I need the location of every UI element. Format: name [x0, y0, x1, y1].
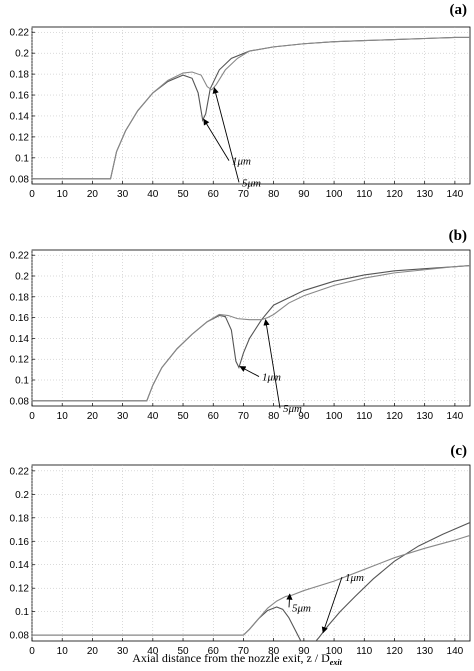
y-tick-label: 0.22: [10, 466, 30, 477]
x-tick-label: 40: [147, 189, 159, 200]
x-tick-label: 100: [326, 646, 343, 657]
x-tick-label: 60: [208, 411, 220, 422]
annotation-label: 1μm: [262, 372, 281, 384]
x-tick-label: 80: [268, 646, 280, 657]
x-tick-label: 20: [87, 646, 99, 657]
x-tick-label: 50: [177, 646, 189, 657]
x-tick-label: 10: [57, 411, 69, 422]
y-tick-label: 0.12: [10, 355, 30, 366]
x-tick-label: 0: [29, 189, 35, 200]
y-tick-label: 0.14: [10, 560, 30, 571]
x-tick-label: 10: [57, 189, 69, 200]
x-tick-label: 40: [147, 411, 159, 422]
x-axis-label: Axial distance from the nozzle exit, z /…: [132, 651, 342, 667]
x-tick-label: 80: [268, 411, 280, 422]
x-tick-label: 110: [356, 411, 372, 422]
x-tick-label: 130: [416, 646, 433, 657]
y-tick-label: 0.1: [15, 376, 29, 387]
series-line-5um: [32, 36, 470, 180]
x-tick-label: 50: [177, 411, 189, 422]
x-tick-label: 90: [298, 189, 310, 200]
y-tick-label: 0.18: [10, 513, 30, 524]
y-tick-label: 0.12: [10, 584, 30, 595]
chart-panel-3: 0 10 20 30 40 50 60 70 80 90 100 110 120 130 140 0.08 0.…: [10, 443, 471, 667]
x-tick-label: 40: [147, 646, 159, 657]
y-tick-label: 0.16: [10, 313, 30, 324]
y-tick-label: 0.08: [10, 631, 30, 642]
x-tick-label: 110: [356, 646, 372, 657]
y-tick-label: 0.12: [10, 132, 30, 143]
x-tick-label: 20: [87, 411, 99, 422]
x-tick-label: 130: [416, 411, 433, 422]
x-tick-label: 120: [386, 646, 403, 657]
x-tick-label: 80: [268, 189, 280, 200]
y-tick-label: 0.22: [10, 251, 30, 262]
x-tick-label: 60: [208, 646, 220, 657]
y-tick-label: 0.2: [15, 490, 29, 501]
annotation-label: 5μm: [242, 177, 261, 189]
annotation-label: 1μm: [345, 572, 364, 584]
x-tick-label: 60: [208, 189, 220, 200]
y-tick-label: 0.22: [10, 28, 30, 39]
plot-frame: [31, 249, 471, 407]
x-tick-label: 140: [447, 189, 464, 200]
y-tick-label: 0.14: [10, 334, 30, 345]
y-tick-label: 0.18: [10, 70, 30, 81]
x-tick-label: 0: [29, 646, 35, 657]
x-tick-label: 110: [356, 189, 372, 200]
annotation-arrow: [212, 87, 240, 183]
panel-label: (b): [449, 228, 467, 244]
x-tick-label: 140: [447, 411, 464, 422]
y-tick-label: 0.16: [10, 91, 30, 102]
panel-label: (c): [450, 443, 467, 459]
x-tick-label: 90: [298, 411, 310, 422]
x-tick-label: 100: [326, 411, 343, 422]
annotation-arrow: [321, 576, 343, 634]
x-tick-label: 70: [238, 411, 250, 422]
y-tick-label: 0.1: [15, 153, 29, 164]
y-tick-label: 0.2: [15, 49, 29, 60]
x-tick-label: 140: [447, 646, 464, 657]
y-tick-label: 0.1: [15, 607, 29, 618]
chart-panel-2: 0 10 20 30 40 50 60 70 80 90 100 110 120 130 140 0.08 0.…: [10, 228, 471, 422]
x-tick-label: 120: [386, 411, 403, 422]
y-tick-label: 0.2: [15, 272, 29, 283]
y-tick-label: 0.08: [10, 396, 30, 407]
x-axis-label-subscript: exit: [330, 658, 343, 667]
annotation-label: 5μm: [292, 602, 311, 614]
x-tick-label: 30: [117, 189, 129, 200]
x-tick-label: 30: [117, 411, 129, 422]
panel-label: (a): [450, 2, 468, 18]
x-tick-label: 50: [177, 189, 189, 200]
annotation-arrow: [263, 319, 281, 409]
annotation-arrow: [286, 593, 293, 608]
y-tick-label: 0.18: [10, 292, 30, 303]
y-tick-label: 0.16: [10, 537, 30, 548]
x-tick-label: 90: [298, 646, 310, 657]
annotation-arrow: [239, 366, 260, 377]
y-tick-label: 0.08: [10, 174, 30, 185]
y-tick-label: 0.14: [10, 111, 30, 122]
x-tick-label: 30: [117, 646, 129, 657]
annotation-arrow: [203, 118, 230, 161]
x-tick-label: 20: [87, 189, 99, 200]
plot-frame: [31, 464, 471, 642]
annotation-label: 5μm: [283, 403, 302, 415]
x-tick-label: 100: [326, 189, 343, 200]
x-tick-label: 0: [29, 411, 35, 422]
x-tick-label: 130: [416, 189, 433, 200]
x-tick-label: 70: [238, 646, 250, 657]
x-tick-label: 10: [57, 646, 69, 657]
series-line-5um: [32, 265, 470, 402]
x-tick-label: 70: [238, 189, 250, 200]
annotation-label: 1μm: [232, 156, 251, 168]
x-tick-label: 120: [386, 189, 403, 200]
chart-panel-1: 0 10 20 30 40 50 60 70 80 90 100 110 120 130 140 0.08 0.…: [10, 2, 471, 200]
